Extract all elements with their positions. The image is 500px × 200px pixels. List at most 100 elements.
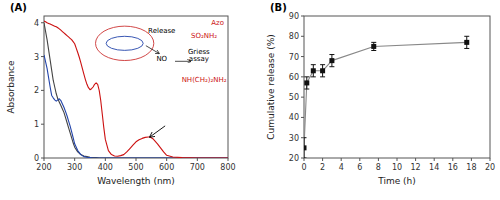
annotation-line: NO <box>156 55 167 63</box>
error-cap <box>329 66 334 67</box>
x-tick <box>378 158 379 161</box>
x-tick <box>322 158 323 161</box>
annotation-line: assay <box>189 55 209 63</box>
x-tick <box>136 158 137 161</box>
marker <box>304 80 309 85</box>
error-cap <box>304 89 309 90</box>
y-tick-label: 4 <box>34 19 39 28</box>
y-tick-label: 1 <box>34 120 39 129</box>
y-tick-label: 3 <box>34 53 39 62</box>
y-tick <box>41 90 44 91</box>
y-tick-label: 30 <box>289 134 299 143</box>
error-bar <box>464 36 469 48</box>
x-tick <box>415 158 416 161</box>
error-cap <box>329 54 334 55</box>
y-tick <box>301 97 304 98</box>
inset-arrow <box>146 46 159 54</box>
y-tick <box>41 56 44 57</box>
y-tick-label: 20 <box>289 154 299 163</box>
inset-ellipse <box>106 36 143 50</box>
error-bar <box>371 42 376 50</box>
x-axis-label: Wavelength (nm) <box>97 176 175 186</box>
annotation-text: Release <box>148 27 175 35</box>
panel-label: (A) <box>10 2 27 13</box>
error-cap <box>371 50 376 51</box>
annotation-line: Release <box>148 27 175 35</box>
x-tick-label: 4 <box>339 163 344 172</box>
series-line <box>44 23 228 158</box>
error-cap <box>464 48 469 49</box>
annotation-text: Azo <box>211 19 224 27</box>
x-tick-label: 500 <box>128 163 143 172</box>
error-cap <box>304 158 307 159</box>
y-tick-label: 0 <box>34 154 39 163</box>
y-axis-label: Absorbance <box>6 60 16 114</box>
marker <box>464 40 469 45</box>
data-area <box>304 36 469 158</box>
annotation-arrow <box>150 126 165 137</box>
y-tick <box>41 158 44 159</box>
error-cap <box>320 76 325 77</box>
error-cap <box>320 64 325 65</box>
x-tick <box>166 158 167 161</box>
inset: ReleaseNOGriessassayAzoSO₂NH₂NH(CH₂)₂NH₂ <box>96 19 227 84</box>
x-tick <box>341 158 342 161</box>
x-tick <box>490 158 491 161</box>
plot-frame <box>304 16 490 158</box>
y-tick-label: 50 <box>289 93 299 102</box>
x-tick-label: 400 <box>98 163 113 172</box>
x-tick-label: 700 <box>190 163 205 172</box>
x-tick-label: 10 <box>392 163 402 172</box>
y-tick-label: 40 <box>289 113 299 122</box>
annotation-line: Azo <box>211 19 224 27</box>
data-area <box>44 21 228 158</box>
y-tick <box>301 56 304 57</box>
error-cap <box>464 36 469 37</box>
y-tick-label: 90 <box>289 12 299 21</box>
error-cap <box>371 42 376 43</box>
y-tick-label: 80 <box>289 32 299 41</box>
x-tick <box>197 158 198 161</box>
annotation-line: SO₂NH₂ <box>191 32 217 40</box>
y-tick <box>41 124 44 125</box>
x-tick-label: 200 <box>36 163 51 172</box>
error-cap <box>311 76 316 77</box>
x-tick-label: 6 <box>357 163 362 172</box>
error-bar <box>311 65 316 77</box>
x-tick-label: 12 <box>411 163 421 172</box>
x-tick <box>74 158 75 161</box>
plot-frame <box>44 16 228 158</box>
inset-circle <box>96 26 154 60</box>
x-tick <box>228 158 229 161</box>
marker <box>329 58 334 63</box>
x-tick-label: 0 <box>301 163 306 172</box>
y-tick <box>301 137 304 138</box>
error-cap <box>304 137 307 138</box>
x-tick <box>471 158 472 161</box>
x-tick-label: 600 <box>159 163 174 172</box>
annotation-text: Griessassay <box>188 48 210 63</box>
y-tick-label: 2 <box>34 86 39 95</box>
annotation-text: NO <box>156 55 167 63</box>
y-tick-label: 60 <box>289 73 299 82</box>
x-tick-label: 16 <box>448 163 458 172</box>
marker <box>304 145 307 150</box>
x-axis-label: Time (h) <box>377 176 416 186</box>
y-tick-label: 70 <box>289 53 299 62</box>
y-tick <box>301 158 304 159</box>
panel: 200 300 400 500 600 700 800 0 1 2 3 4 Wavelength (nm… <box>6 2 236 186</box>
x-tick-label: 18 <box>466 163 476 172</box>
series-line <box>304 42 467 147</box>
x-tick-label: 800 <box>220 163 235 172</box>
error-cap <box>311 64 316 65</box>
x-tick-label: 300 <box>67 163 82 172</box>
annotation-text: SO₂NH₂ <box>191 32 217 40</box>
y-tick <box>301 16 304 17</box>
panel-label: (B) <box>270 2 287 13</box>
y-tick <box>41 22 44 23</box>
x-tick <box>434 158 435 161</box>
x-tick <box>105 158 106 161</box>
x-tick <box>359 158 360 161</box>
marker <box>320 68 325 73</box>
marker <box>311 68 316 73</box>
